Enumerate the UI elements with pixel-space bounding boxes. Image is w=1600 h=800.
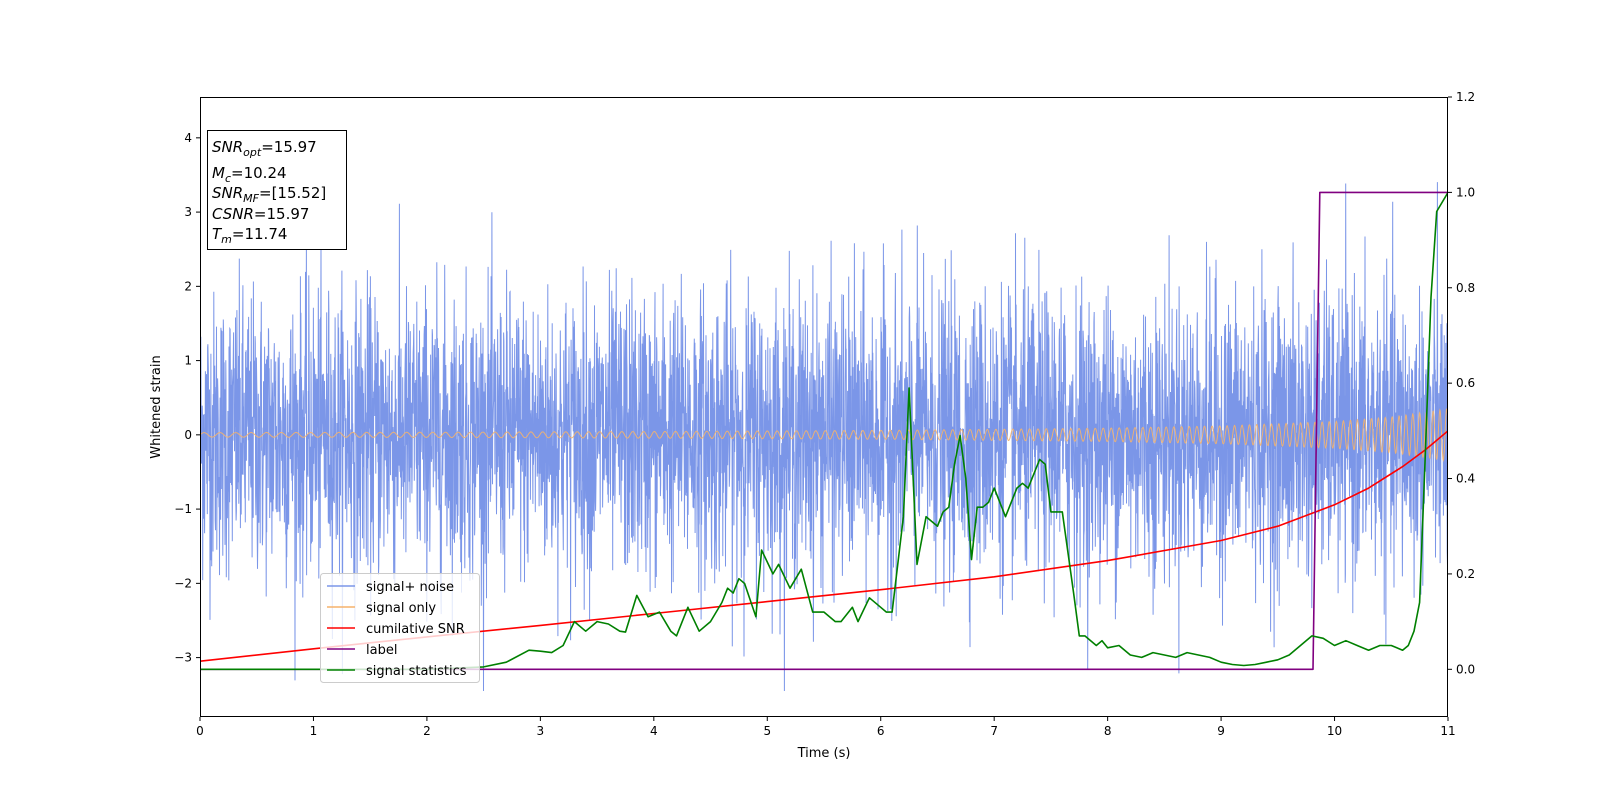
- y-left-tick-label: −1: [174, 502, 192, 516]
- y-left-tick-label: −3: [174, 651, 192, 665]
- y-right-tick-label: 0.0: [1456, 662, 1475, 676]
- x-tick-label: 0: [196, 724, 204, 738]
- series-signal-only-line: [200, 407, 1448, 463]
- x-tick-label: 3: [537, 724, 545, 738]
- ticks: 0 1 2 3 4 5 6 7 8 9 10 11 −3 −2 −1 0 1 2 3 4 0.0 0.2 0.4 0.6 0.8…: [174, 90, 1475, 738]
- y-right-tick-label: 1.2: [1456, 90, 1475, 104]
- y-left-tick-label: 4: [184, 131, 192, 145]
- legend-label: label: [366, 643, 397, 658]
- x-tick-label: 10: [1327, 724, 1342, 738]
- x-tick-label: 5: [763, 724, 771, 738]
- x-tick-label: 9: [1217, 724, 1225, 738]
- y-left-tick-label: 2: [184, 279, 192, 293]
- csnr-text: CSNR=15.97: [212, 205, 309, 223]
- plot-area: [200, 182, 1448, 692]
- series-labelline: [200, 191, 1448, 671]
- y-right-tick-label: 0.6: [1456, 376, 1475, 390]
- y-left-tick-label: 1: [184, 354, 192, 368]
- y-left-tick-label: −2: [174, 576, 192, 590]
- x-tick-label: 2: [423, 724, 431, 738]
- x-tick-label: 8: [1104, 724, 1112, 738]
- x-tick-label: 7: [990, 724, 998, 738]
- snr-opt-text: SNRopt=15.97: [212, 138, 317, 159]
- annotation-box: [207, 130, 347, 250]
- legend-label: signal statistics: [366, 664, 467, 679]
- legend-label: signal+ noise: [366, 580, 454, 595]
- x-axis-label: Time (s): [797, 746, 851, 761]
- axes-frame: [200, 97, 1448, 717]
- y-right-tick-label: 0.2: [1456, 567, 1475, 581]
- x-tick-label: 6: [877, 724, 885, 738]
- tm-text: Tm=11.74: [212, 225, 287, 246]
- y-left-tick-label: 0: [184, 428, 192, 442]
- series-cumilative-snrline: [200, 430, 1448, 662]
- legend-label: signal only: [366, 601, 436, 616]
- y-axis-label: Whitened strain: [149, 355, 164, 458]
- x-tick-label: 1: [310, 724, 318, 738]
- x-tick-label: 11: [1440, 724, 1455, 738]
- snr-mf-text: SNRMF=[15.52]: [212, 184, 326, 205]
- stats-annotation: SNRopt=15.97 Mc=10.24 SNRMF=[15.52] CSNR…: [207, 130, 347, 250]
- legend-label: cumilative SNR: [366, 622, 465, 637]
- y-right-tick-label: 0.8: [1456, 281, 1475, 295]
- y-right-tick-label: 1.0: [1456, 185, 1475, 199]
- y-right-tick-label: 0.4: [1456, 472, 1475, 486]
- series-signal-statisticsline: [200, 191, 1448, 671]
- x-tick-label: 4: [650, 724, 658, 738]
- mc-text: Mc=10.24: [212, 164, 287, 185]
- legend: signal+ noise signal only cumilative SNR la…: [320, 573, 480, 683]
- legend-box: [320, 573, 480, 683]
- series-signal-noise-line: [200, 182, 1448, 692]
- y-left-tick-label: 3: [184, 205, 192, 219]
